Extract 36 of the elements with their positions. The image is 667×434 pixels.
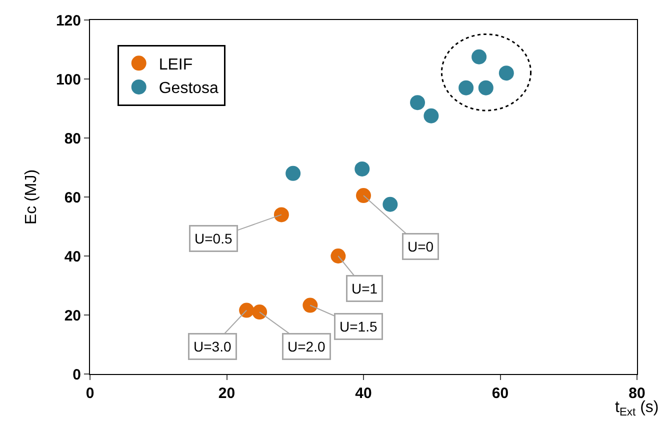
y-tick-label: 40 <box>64 248 81 266</box>
y-tick-label: 120 <box>56 12 81 30</box>
point <box>478 80 494 96</box>
annotation: U=0.5 <box>194 230 232 246</box>
point <box>239 302 254 318</box>
point <box>472 49 487 64</box>
x-tick-label: 60 <box>492 385 509 402</box>
point <box>252 304 268 320</box>
point <box>330 248 346 264</box>
point <box>410 95 426 110</box>
point <box>302 298 318 313</box>
point <box>382 196 398 212</box>
y-axis-title: Ec (MJ) <box>22 169 40 225</box>
point <box>424 108 439 124</box>
x-tick-label: 0 <box>86 385 94 402</box>
point <box>356 188 371 204</box>
point <box>354 161 370 176</box>
point <box>274 207 289 222</box>
annotation: U=0 <box>408 238 434 254</box>
y-tick-label: 0 <box>72 366 81 384</box>
x-tick-label: 40 <box>355 385 372 402</box>
y-tick-label: 60 <box>64 189 81 206</box>
y-tick-label: 20 <box>64 307 81 324</box>
x-tick-label: 20 <box>218 385 236 402</box>
y-tick-label: 80 <box>64 130 81 148</box>
legend-label: LEIF <box>158 56 193 74</box>
x-axis-title: t$_{Ext}$ (s) <box>615 399 659 418</box>
point <box>286 166 301 181</box>
y-tick-label: 100 <box>56 71 81 88</box>
annotation: U=3.0 <box>194 338 232 354</box>
legend-label: Gestosa <box>158 80 219 98</box>
point <box>498 66 514 81</box>
point <box>458 80 474 96</box>
annotation: U=2.0 <box>288 338 326 354</box>
annotation: U=1.5 <box>340 318 378 334</box>
annotation: U=1 <box>352 280 378 296</box>
